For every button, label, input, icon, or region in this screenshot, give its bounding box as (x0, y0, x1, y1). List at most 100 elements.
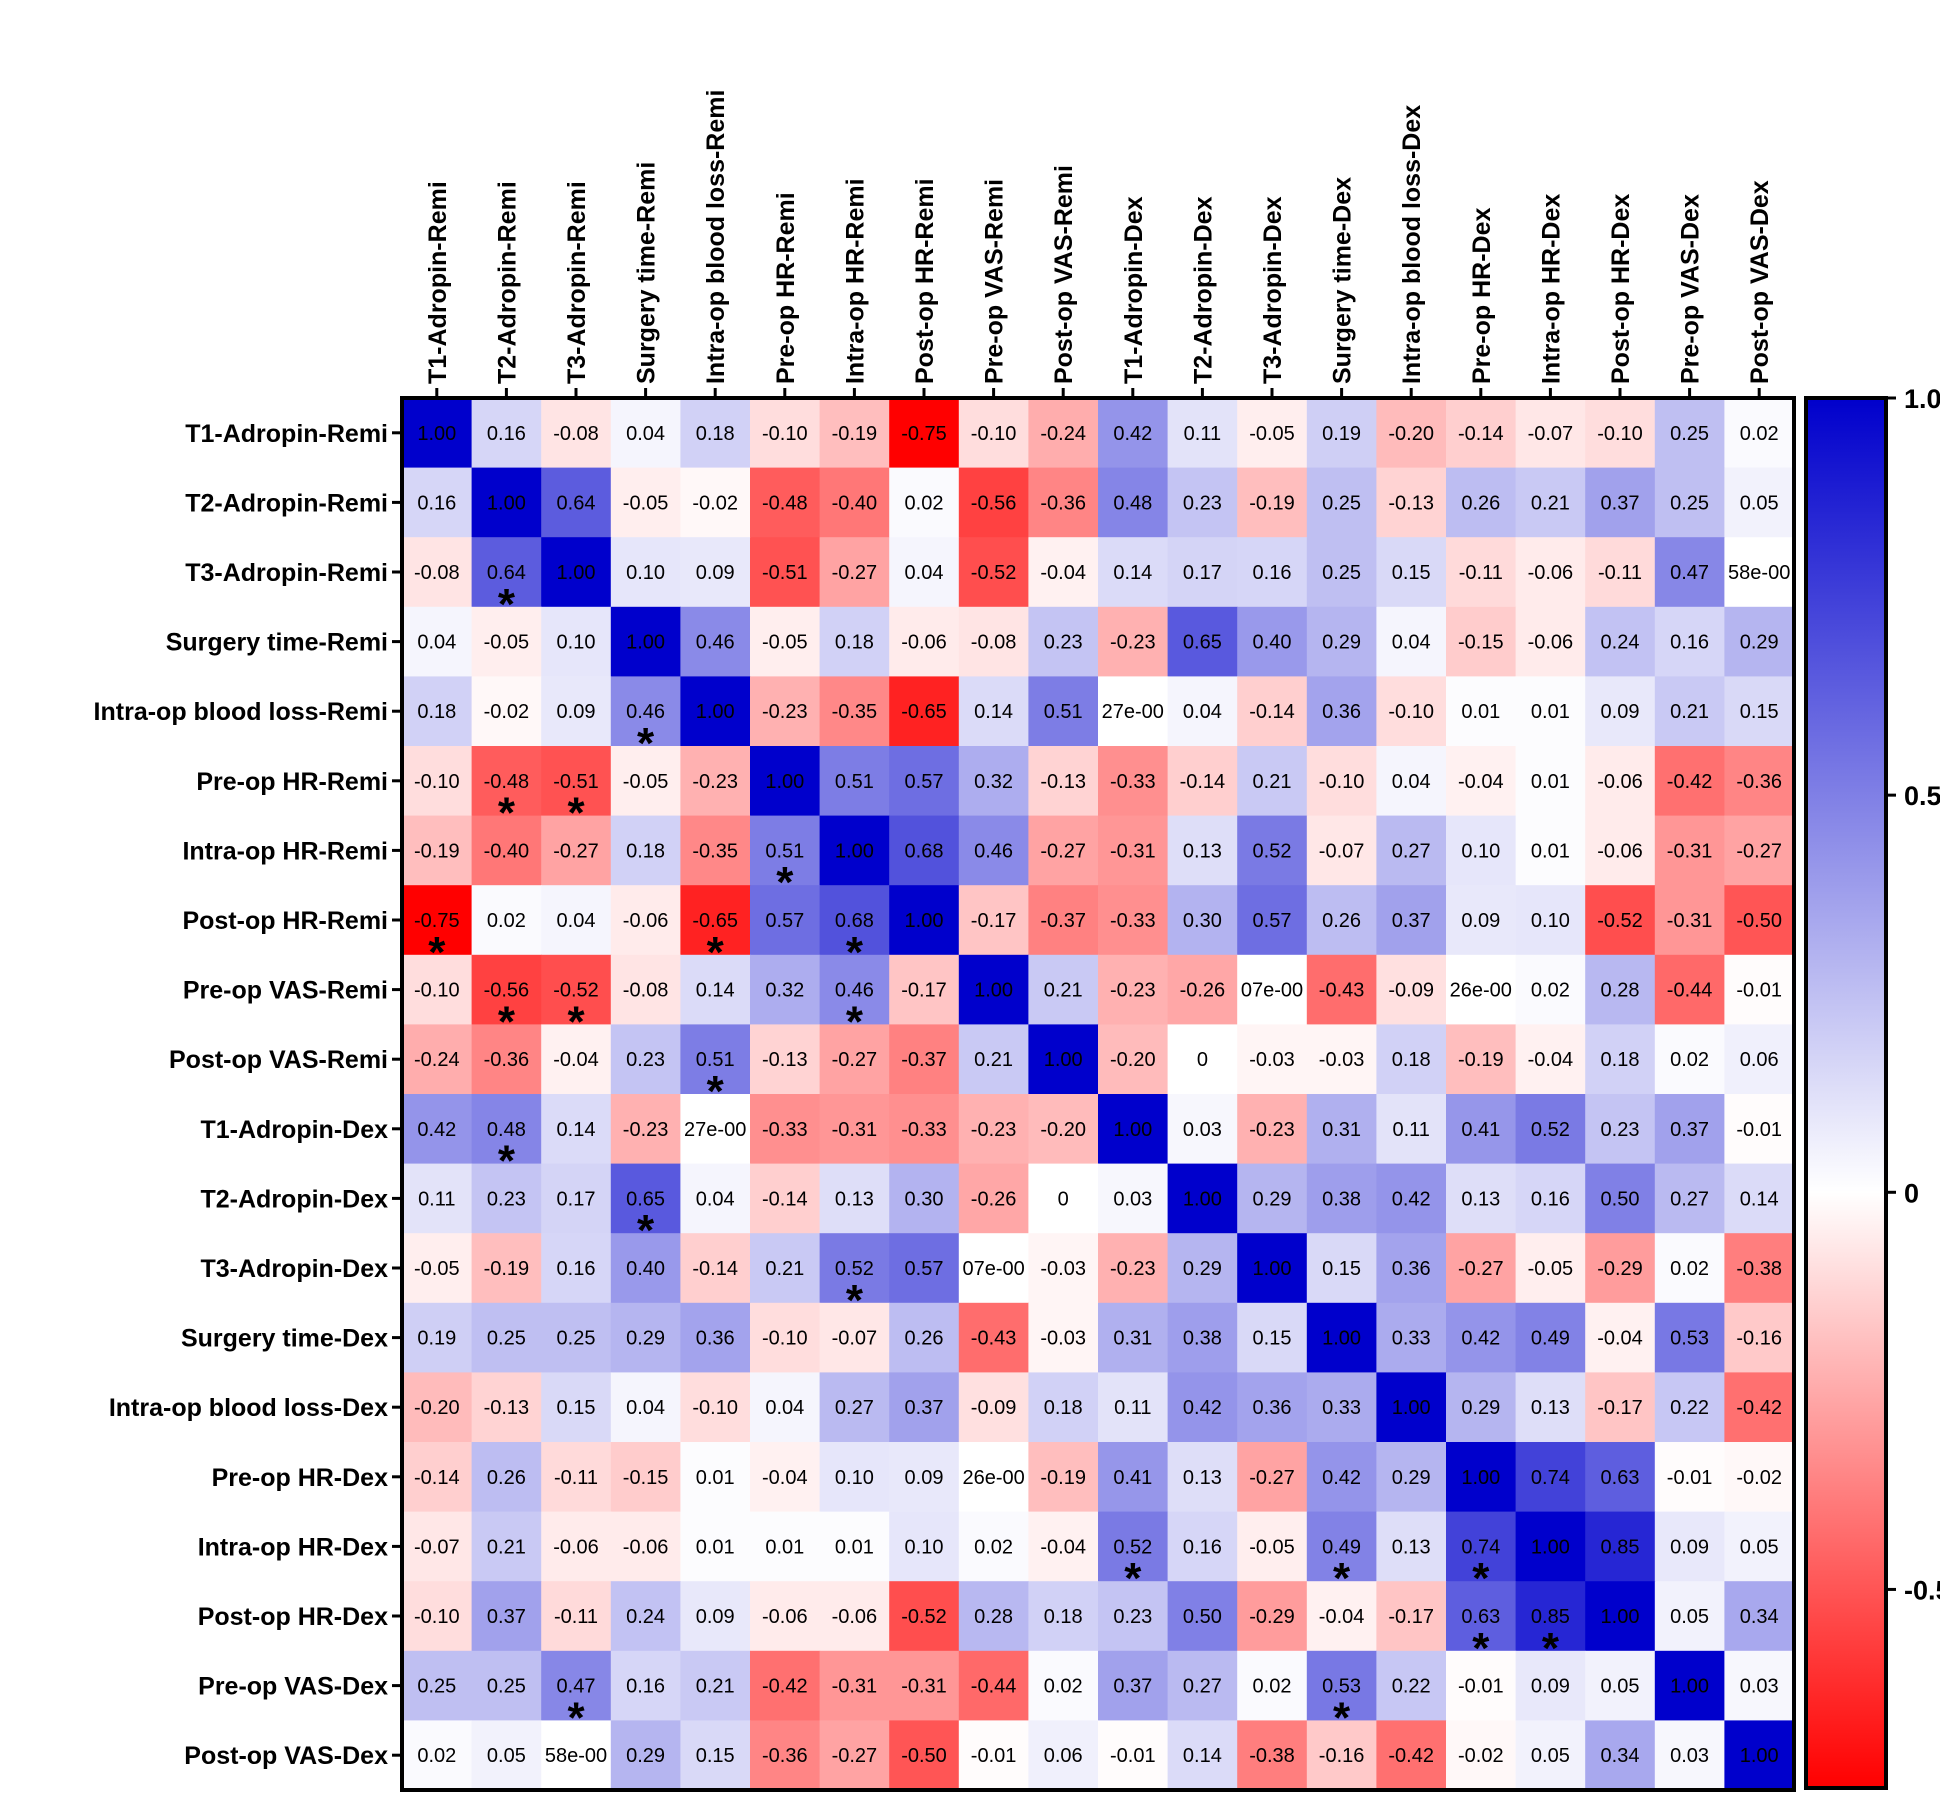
heatmap-cell (680, 1650, 751, 1721)
heatmap-cell (402, 398, 473, 469)
cell-value-label: -0.11 (1598, 562, 1642, 584)
heatmap-cell (471, 1581, 542, 1652)
heatmap-cell (819, 1442, 890, 1513)
heatmap-cell (1167, 467, 1238, 538)
significance-marker: * (567, 997, 585, 1046)
heatmap-cell (1515, 398, 1586, 469)
heatmap-cell (1306, 1372, 1377, 1443)
heatmap-cell (1585, 676, 1656, 747)
cell-value-label: -0.36 (1040, 492, 1086, 514)
cell-value-label: -0.04 (1040, 1536, 1086, 1558)
cell-value-label: 0.42 (1461, 1328, 1500, 1350)
heatmap-cell (750, 1442, 821, 1513)
heatmap-cell (1376, 1233, 1447, 1304)
heatmap-cell (889, 1650, 960, 1721)
cell-value-label: -0.31 (1667, 840, 1713, 862)
cell-value-label: 0.16 (417, 492, 456, 514)
heatmap-cell (1028, 537, 1099, 608)
cell-value-label: 0.16 (1531, 1188, 1570, 1210)
cell-value-label: 0.04 (765, 1397, 804, 1419)
cell-value-label: -0.17 (1597, 1397, 1643, 1419)
cell-value-label: -0.13 (484, 1397, 530, 1419)
heatmap-cell (1376, 1581, 1447, 1652)
heatmap-cell (1237, 1511, 1308, 1582)
heatmap-cell (1585, 1163, 1656, 1234)
cell-value-label: 0.14 (557, 1119, 596, 1141)
heatmap-cell (541, 537, 612, 608)
cell-value-label: -0.10 (692, 1397, 738, 1419)
cell-value-label: 0.05 (1601, 1676, 1640, 1698)
heatmap-cell (680, 606, 751, 677)
heatmap-cell (402, 606, 473, 677)
significance-marker: * (846, 997, 864, 1046)
heatmap-cell (680, 815, 751, 886)
column-label: T1-Adropin-Remi (424, 181, 452, 384)
cell-value-label: 0.09 (905, 1467, 944, 1489)
row-labels-layer: T1-Adropin-Remi T2-Adropin-Remi T3-Adropin… (94, 420, 402, 1770)
heatmap-cell (750, 1163, 821, 1234)
heatmap-cell (610, 1511, 681, 1582)
heatmap-cell (889, 954, 960, 1025)
heatmap-cell (958, 1233, 1029, 1304)
cell-value-label: 0.17 (557, 1188, 596, 1210)
cell-value-label: 0.38 (1322, 1188, 1361, 1210)
heatmap-cell (1654, 676, 1725, 747)
heatmap-cell (1098, 1720, 1169, 1791)
heatmap-cell (1098, 1302, 1169, 1373)
cell-value-label: 0.09 (1601, 701, 1640, 723)
row-label: Intra-op blood loss-Remi (94, 698, 388, 726)
heatmap-cell (1098, 1442, 1169, 1513)
heatmap-cell (471, 1163, 542, 1234)
cell-value-label: -0.03 (1040, 1328, 1086, 1350)
cell-value-label: 0.64 (487, 562, 526, 584)
cell-value-label: 0.37 (905, 1397, 944, 1419)
cell-value-label: 0.46 (626, 701, 665, 723)
cell-value-label: 0.23 (487, 1188, 526, 1210)
cell-value-label: 0.01 (1461, 701, 1500, 723)
heatmap-cell (610, 954, 681, 1025)
cell-value-label: 0.21 (974, 1049, 1013, 1071)
heatmap-cell (541, 1442, 612, 1513)
heatmap-cell (819, 815, 890, 886)
heatmap-cell (471, 954, 542, 1025)
cell-value-label: 0.06 (1740, 1049, 1779, 1071)
cell-value-label: 0.09 (696, 1606, 735, 1628)
heatmap-cell (402, 885, 473, 956)
cell-value-label: 0.18 (626, 840, 665, 862)
heatmap-cell (1167, 1233, 1238, 1304)
cell-value-label: 0.68 (905, 840, 944, 862)
cell-value-label: -0.10 (762, 1328, 808, 1350)
cell-value-label: 0.16 (487, 423, 526, 445)
heatmap-cell (1376, 676, 1447, 747)
cell-value-label: 0.68 (835, 910, 874, 932)
heatmap-cell (958, 1581, 1029, 1652)
heatmap-cell (1167, 1302, 1238, 1373)
column-label: Intra-op HR-Dex (1537, 194, 1565, 384)
heatmap-cell (1654, 1024, 1725, 1095)
cell-value-label: -0.10 (414, 980, 460, 1002)
significance-marker: * (1333, 1693, 1351, 1742)
cell-value-label: -0.27 (832, 562, 878, 584)
heatmap-cell (1724, 1163, 1795, 1234)
cell-value-label: -0.04 (762, 1467, 808, 1489)
heatmap-cell (1028, 398, 1099, 469)
cell-value-label: 0.50 (1183, 1606, 1222, 1628)
cell-value-label: 0.51 (835, 771, 874, 793)
cell-value-label: -0.16 (1319, 1745, 1365, 1767)
cell-value-label: 0.47 (557, 1676, 596, 1698)
cell-value-label: -0.29 (1597, 1258, 1643, 1280)
column-label: Pre-op HR-Dex (1468, 207, 1496, 384)
cell-value-label: 0.42 (1183, 1397, 1222, 1419)
cell-value-label: 0.34 (1740, 1606, 1779, 1628)
heatmap-cell (1306, 467, 1377, 538)
heatmap-cell (1376, 954, 1447, 1025)
heatmap-cell (541, 1372, 612, 1443)
heatmap-cell (958, 1372, 1029, 1443)
cell-value-label: -0.03 (1040, 1258, 1086, 1280)
heatmap-cell (1585, 815, 1656, 886)
cell-value-label: -0.43 (1319, 980, 1365, 1002)
heatmap-cell (1028, 1442, 1099, 1513)
heatmap-cell (889, 1372, 960, 1443)
heatmap-cell (889, 467, 960, 538)
cell-value-label: 0.10 (557, 632, 596, 654)
